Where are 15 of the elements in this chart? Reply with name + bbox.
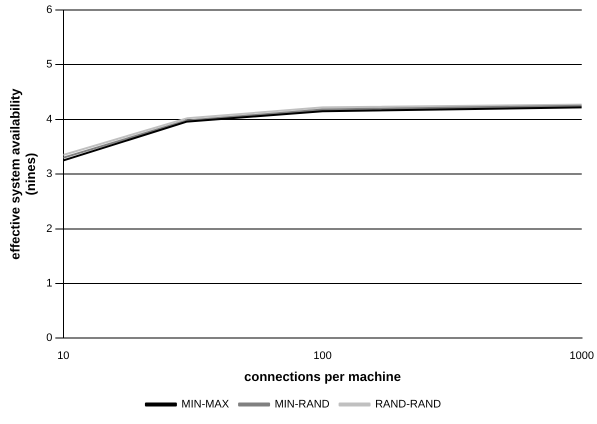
y-tick-label: 6 xyxy=(46,4,52,16)
y-tick-label: 5 xyxy=(46,58,52,71)
y-tick-label: 0 xyxy=(46,332,52,344)
y-axis-title: effective system availability (nines) xyxy=(7,88,38,260)
y-tick-label: 1 xyxy=(46,278,52,290)
x-tick-label: 100 xyxy=(313,350,332,362)
legend-label: RAND-RAND xyxy=(375,398,442,411)
y-tick-label: 4 xyxy=(46,113,52,126)
legend-label: MIN-MAX xyxy=(181,398,230,411)
y-tick-label: 3 xyxy=(46,168,52,180)
x-tick-label: 10 xyxy=(57,350,70,362)
x-axis-title: connections per machine xyxy=(244,368,401,384)
x-tick-label: 1000 xyxy=(570,350,594,362)
y-tick-label: 2 xyxy=(46,222,52,235)
legend-label: MIN-RAND xyxy=(274,398,330,411)
